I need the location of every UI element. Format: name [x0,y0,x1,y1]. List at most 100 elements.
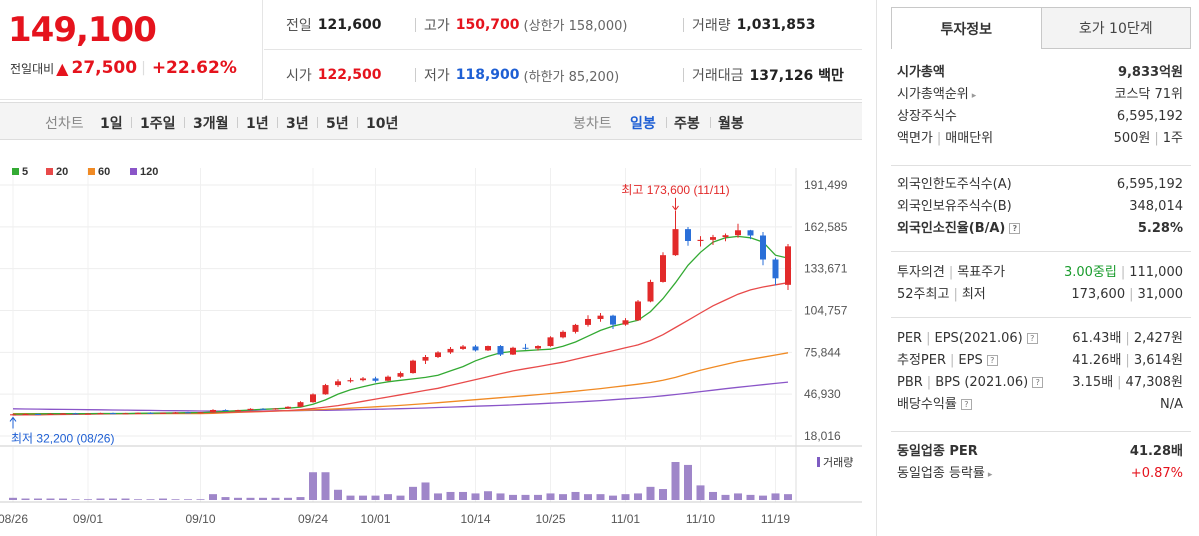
help-icon[interactable]: ? [960,399,972,410]
volume-bar [259,497,267,500]
mcap-row: 시가총액 9,833억원 [897,65,1183,80]
candle-daily[interactable]: 일봉 [630,116,656,132]
y-tick-label: 104,757 [804,304,848,318]
volume-bar [496,493,505,500]
candle-monthly[interactable]: 월봉 [718,116,744,132]
right-tabs: 투자정보 호가 10단계 [891,7,1191,49]
candle-body [585,318,591,325]
candle-body [485,346,491,351]
candle-body [610,315,616,325]
par-row: 액면가 | 매매단위 500원 | 1주 [897,131,1183,146]
period-3m[interactable]: 3개월 [193,116,229,132]
volume-bar [659,489,667,500]
volume-bar [34,498,42,500]
candle-body [397,373,404,377]
candle-body [235,410,241,412]
rank-row[interactable]: 시가총액순위 ▸ 코스닥 71위 [897,87,1183,102]
candle-body [622,320,629,325]
volume-bar [509,494,517,500]
legend-swatch [88,168,95,175]
volume-bar [759,495,767,500]
legend-swatch [12,168,19,175]
candle-chart-label: 봉차트 [573,116,612,132]
y-tick-label: 162,585 [804,220,848,234]
chart-panel: 149,100 전일대비 ▲ 27,500 | +22.62% 전일 121,60… [0,0,862,536]
period-10y[interactable]: 10년 [366,116,399,132]
legend-swatch [130,168,137,175]
candle-body [535,346,541,349]
invest-section-4: PER | EPS(2021.06)? 61.43배 | 2,427원 추정PER | EPS… [891,328,1191,416]
candle-body [210,409,216,413]
candle-body [172,412,179,414]
panel-divider [876,0,877,536]
volume-bar [421,482,430,500]
volume-bar [159,498,167,500]
x-tick-label: 09/10 [185,512,215,526]
period-1w[interactable]: 1주일 [140,116,176,132]
candle-body [35,414,41,416]
opinion-row: 투자의견 | 목표주가 3.00중립 | 111,000 [897,265,1183,280]
invest-section-5: 동일업종 PER 41.28배 동일업종 등락률 ▸ +0.87% [891,441,1191,485]
tab-invest-info[interactable]: 투자정보 [891,7,1041,49]
volume-bar [171,499,180,500]
foreign-hold-row: 외국인보유주식수(B) 348,014 [897,199,1183,214]
candle-body [760,235,766,260]
shares-row: 상장주식수 6,595,192 [897,109,1183,124]
candle-body [247,408,254,411]
candle-body [560,331,566,338]
volume-bar [634,493,642,500]
volume-bar [596,494,605,500]
candle-body [160,412,166,414]
x-tick-label: 08/26 [0,512,28,526]
volume-bar [584,494,592,500]
volume-bar [284,497,292,500]
volume-bar [546,493,555,500]
help-icon[interactable]: ? [986,355,998,366]
period-3y[interactable]: 3년 [286,116,309,132]
volume-bar [521,494,530,500]
volume-bar [109,498,117,500]
volume-bar [746,494,755,500]
min-arrow-head [9,416,17,422]
period-5y[interactable]: 5년 [326,116,349,132]
volume-bar [609,495,617,500]
candle-body [660,255,666,282]
period-1y[interactable]: 1년 [246,116,269,132]
candle-body [335,381,341,386]
candle-weekly[interactable]: 주봉 [674,116,700,132]
candle-body [222,409,229,411]
candle-body [497,346,504,355]
x-tick-label: 10/25 [535,512,565,526]
volume-bar [671,462,680,500]
legend-label: 120 [140,166,158,178]
chevron-right-icon: ▸ [971,91,977,101]
volume-bar [271,497,280,500]
x-tick-label: 10/14 [460,512,490,526]
moving-average-ma120 [12,381,789,412]
volume-bar [471,493,480,500]
help-icon[interactable]: ? [1026,333,1038,344]
help-icon[interactable]: ? [1009,223,1021,234]
max-arrow-head [672,205,679,211]
candle-body [722,235,729,238]
candle-body [347,380,354,382]
candle-body [360,378,366,381]
volume-bar [734,493,742,500]
period-toolbar: 선차트 1일 1주일 3개월 1년 3년 5년 10년 봉차트 일봉 주봉 월봉 [0,102,862,140]
quote-row-2: 시가 122,500 저가 118,900 (하한가 85,200) 거래대금 137,… [264,50,862,100]
tab-orderbook[interactable]: 호가 10단계 [1040,7,1191,49]
candle-body [435,352,441,358]
candle-body [372,378,379,381]
volume-bar [196,499,205,500]
volume-bar [334,489,342,500]
sector-rate-row[interactable]: 동일업종 등락률 ▸ +0.87% [897,466,1183,481]
y-tick-label: 75,844 [804,345,841,359]
volume-legend-swatch [817,457,820,467]
help-icon[interactable]: ? [1032,377,1044,388]
candle-body [522,347,529,349]
foreign-limit-row: 외국인한도주식수(A) 6,595,192 [897,177,1183,192]
x-tick-label: 11/01 [611,512,640,526]
price-chart[interactable]: 191,499 162,585 133,671 104,757 75,844 46,930… [0,160,862,536]
period-1d[interactable]: 1일 [100,116,123,132]
price-summary: 149,100 전일대비 ▲ 27,500 | +22.62% [0,0,263,100]
